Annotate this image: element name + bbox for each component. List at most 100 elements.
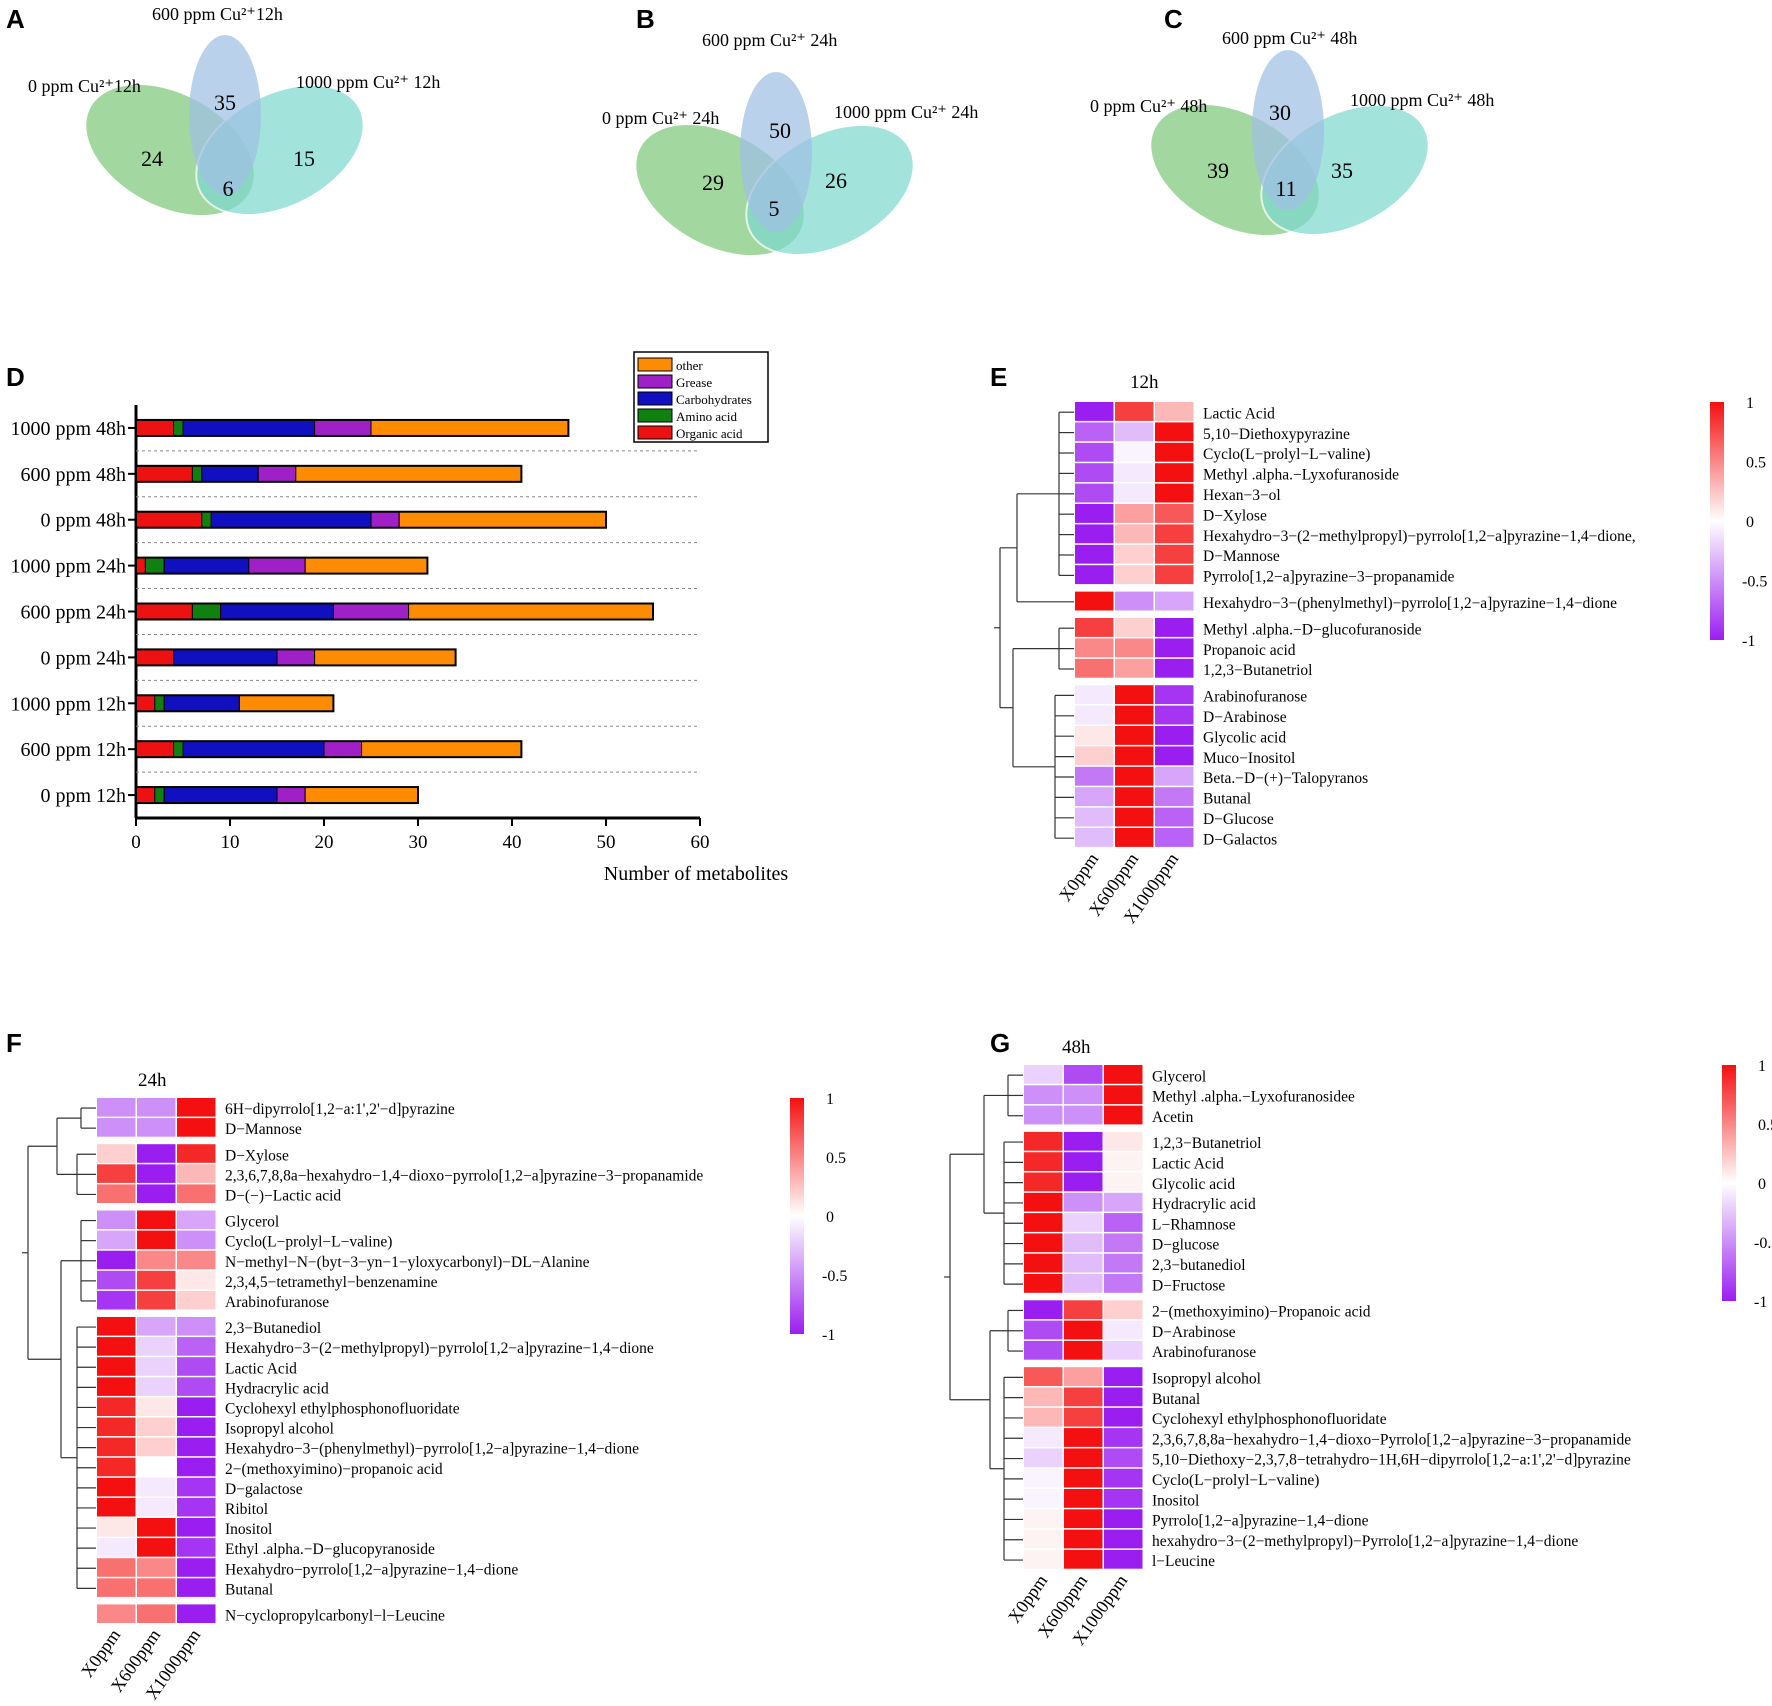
y-tick-label: 600 ppm 48h bbox=[20, 464, 126, 486]
heatmap-row-label: 2,3,6,7,8,8a−hexahydro−1,4−dioxo−pyrrolo… bbox=[225, 1167, 703, 1184]
venn-label-left: 0 ppm Cu²⁺ 48h bbox=[1090, 96, 1207, 116]
heatmap-cell bbox=[1064, 1105, 1103, 1125]
heatmap-cell bbox=[97, 1210, 136, 1230]
heatmap-cell bbox=[1024, 1152, 1063, 1171]
heatmap-row-label: Cyclo(L−prolyl−L−valine) bbox=[225, 1234, 392, 1251]
heatmap-row-label: 2,3,4,5−tetramethyl−benzenamine bbox=[225, 1274, 438, 1291]
heatmap-cell bbox=[137, 1164, 176, 1183]
heatmap-cell bbox=[137, 1250, 176, 1270]
venn-count-top: 50 bbox=[769, 118, 791, 143]
heatmap-cell bbox=[1104, 1192, 1143, 1212]
heatmap-cell bbox=[97, 1477, 136, 1497]
heatmap-cell bbox=[137, 1357, 176, 1376]
heatmap-cell bbox=[137, 1210, 176, 1230]
heatmap-cell bbox=[1115, 685, 1154, 705]
bar-segment-other bbox=[314, 648, 457, 666]
heatmap-row-label: D−Arabinose bbox=[1152, 1324, 1236, 1341]
heatmap-cell bbox=[97, 1270, 136, 1290]
heatmap-cell bbox=[97, 1118, 136, 1137]
heatmap-row-label: Beta.−D−(+)−Talopyranos bbox=[1203, 770, 1368, 787]
bar-segment-carbohydrates bbox=[163, 694, 240, 712]
venn-count-top: 30 bbox=[1269, 100, 1291, 125]
heatmap-cell bbox=[1075, 685, 1114, 705]
heatmap-cell bbox=[1115, 787, 1154, 807]
heatmap-cell bbox=[1075, 828, 1114, 847]
heatmap-cell bbox=[1115, 746, 1154, 766]
heatmap-row-label: Hexahydro−3−(phenylmethyl)−pyrrolo[1,2−a… bbox=[1203, 595, 1617, 612]
heatmap-cell bbox=[97, 1317, 136, 1336]
heatmap-cell bbox=[1104, 1428, 1143, 1447]
heatmap-row-label: Cyclo(L−prolyl−L−valine) bbox=[1203, 446, 1370, 463]
heatmap-cell bbox=[137, 1118, 176, 1137]
heatmap-row-label: D−(−)−Lactic acid bbox=[225, 1188, 341, 1205]
color-legend-tick: -0.5 bbox=[822, 1268, 847, 1285]
heatmap-cell bbox=[177, 1210, 216, 1230]
heatmap-cell bbox=[1115, 618, 1154, 637]
y-tick-label: 600 ppm 24h bbox=[20, 602, 126, 624]
heatmap-cell bbox=[177, 1558, 216, 1577]
heatmap-cell bbox=[137, 1457, 176, 1477]
color-legend-bar bbox=[1710, 402, 1724, 640]
venn-circle-600ppm bbox=[189, 35, 261, 195]
heatmap-cell bbox=[1104, 1253, 1143, 1273]
heatmap-cell bbox=[1024, 1428, 1063, 1447]
heatmap-cell bbox=[1024, 1233, 1063, 1253]
heatmap-row-label: D−Galactos bbox=[1203, 831, 1277, 848]
heatmap-cell bbox=[137, 1518, 176, 1537]
legend-swatch bbox=[637, 408, 673, 423]
heatmap-cell bbox=[1024, 1340, 1063, 1360]
heatmap-cell bbox=[1064, 1340, 1103, 1360]
heatmap-title: 24h bbox=[138, 1070, 167, 1091]
heatmap-cell bbox=[1115, 442, 1154, 462]
heatmap-cell bbox=[1155, 828, 1194, 847]
heatmap-row-label: Cyclohexyl ethylphosphonofluoridate bbox=[1152, 1411, 1387, 1428]
bar-segment-amino-acid bbox=[154, 694, 165, 712]
heatmap-cell bbox=[1104, 1105, 1143, 1125]
heatmap-row-label: Glycerol bbox=[1152, 1068, 1206, 1085]
heatmap-cell bbox=[1075, 746, 1114, 766]
heatmap-cell bbox=[1075, 807, 1114, 827]
heatmap-cell bbox=[177, 1184, 216, 1203]
heatmap-cell bbox=[1115, 705, 1154, 725]
heatmap-cell bbox=[1024, 1213, 1063, 1232]
heatmap-row-label: Glycolic acid bbox=[1203, 729, 1286, 746]
legend-swatch bbox=[637, 391, 673, 406]
color-legend-tick: 0.5 bbox=[1746, 455, 1766, 472]
panel-label-c: C bbox=[1164, 4, 1183, 34]
heatmap-cell bbox=[97, 1497, 136, 1517]
heatmap-row-label: Methyl .alpha.−D−glucofuranoside bbox=[1203, 621, 1422, 638]
heatmap-cell bbox=[1104, 1529, 1143, 1549]
heatmap-row-label: N−cyclopropylcarbonyl−l−Leucine bbox=[225, 1608, 445, 1625]
heatmap-row-label: Arabinofuranose bbox=[225, 1294, 329, 1311]
heatmap-row-label: Ribitol bbox=[225, 1501, 268, 1518]
heatmap-cell bbox=[1104, 1468, 1143, 1488]
heatmap-row-label: Methyl .alpha.−Lyxofuranoside bbox=[1203, 467, 1399, 484]
heatmap-title: 12h bbox=[1130, 372, 1159, 393]
heatmap-cell bbox=[1155, 685, 1194, 705]
bar-segment-other bbox=[295, 465, 522, 483]
bar-outline bbox=[135, 786, 419, 805]
heatmap-cell bbox=[1115, 463, 1154, 483]
heatmap-row-label: 2,3,6,7,8,8a−hexahydro−1,4−dioxo−Pyrrolo… bbox=[1152, 1431, 1631, 1448]
heatmap-row-label: Isopropyl alcohol bbox=[225, 1421, 334, 1438]
heatmap-cell bbox=[1075, 705, 1114, 725]
venn-count-top: 35 bbox=[214, 90, 236, 115]
heatmap-row-label: Isopropyl alcohol bbox=[1152, 1371, 1261, 1388]
bar-segment-grease bbox=[276, 786, 306, 804]
bar-segment-grease bbox=[248, 557, 306, 575]
heatmap-cell bbox=[1155, 618, 1194, 637]
heatmap-cell bbox=[1155, 504, 1194, 523]
color-legend-tick: 0 bbox=[826, 1209, 834, 1226]
venn-label-right: 1000 ppm Cu²⁺ 24h bbox=[834, 102, 978, 122]
bar-segment-other bbox=[370, 419, 569, 437]
bar-segment-amino-acid bbox=[191, 603, 222, 620]
heatmap-row-label: N−methyl−N−(byt−3−yn−1−yloxycarbonyl)−DL… bbox=[225, 1254, 590, 1271]
heatmap-cell bbox=[97, 1397, 136, 1416]
heatmap-cell bbox=[1115, 638, 1154, 658]
heatmap-cell bbox=[1104, 1407, 1143, 1427]
color-legend-tick: 1 bbox=[1758, 1058, 1766, 1075]
heatmap-cell bbox=[1024, 1320, 1063, 1340]
bar-segment-carbohydrates bbox=[220, 603, 334, 620]
color-legend-tick: 0 bbox=[1758, 1176, 1766, 1193]
heatmap-cell bbox=[1024, 1387, 1063, 1407]
